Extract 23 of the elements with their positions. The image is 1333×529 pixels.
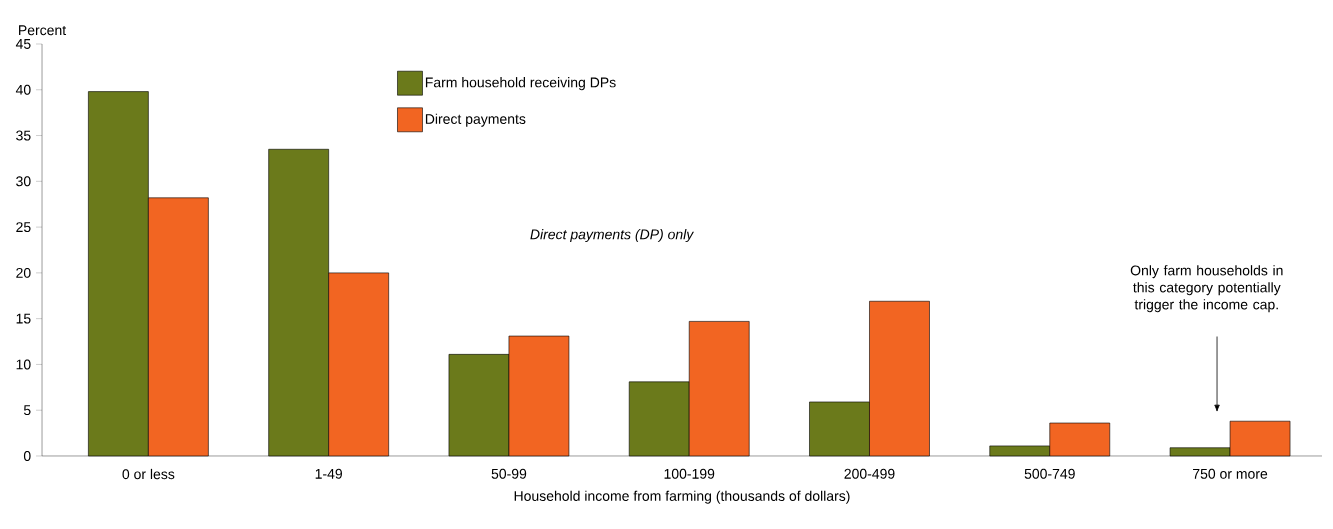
x-tick-label: 50-99 <box>491 468 527 479</box>
x-tick-label: 200-499 <box>844 468 895 479</box>
y-tick-label: 0 <box>23 451 31 461</box>
y-tick-label: 25 <box>16 222 31 233</box>
y-tick-label: 35 <box>16 130 31 141</box>
x-axis-title: Household income from farming (thousands of dollars) <box>514 490 850 504</box>
x-tick-label: 750 or more <box>1193 468 1268 479</box>
x-tick-label: 100-199 <box>664 468 715 479</box>
annotation: Direct payments (DP) only <box>530 229 694 243</box>
y-tick-label: 15 <box>16 313 31 324</box>
x-tick-label: 500-749 <box>1024 468 1075 479</box>
y-tick-label: 30 <box>16 176 31 187</box>
y-tick-label: 10 <box>16 359 31 370</box>
x-tick-label: 0 or less <box>122 468 175 480</box>
y-tick-label: 5 <box>23 405 31 416</box>
legend-label: Farm household receiving DPs <box>425 77 616 91</box>
y-tick-label: 40 <box>15 84 31 95</box>
annotation: Only farm households in this category potentially trigger the income cap. <box>1130 265 1283 313</box>
y-tick-label: 20 <box>16 267 31 278</box>
x-tick-label: 1-49 <box>315 468 342 479</box>
y-tick-label: 45 <box>15 39 31 49</box>
y-axis-title: Percent <box>19 25 67 36</box>
legend-label: Direct payments <box>425 113 526 127</box>
